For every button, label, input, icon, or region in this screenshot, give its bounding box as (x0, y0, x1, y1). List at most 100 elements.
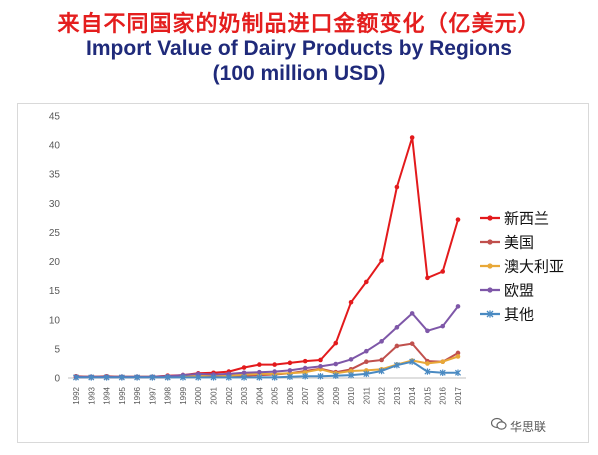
data-point (440, 359, 446, 364)
data-point (409, 135, 415, 140)
x-tick-label: 1997 (148, 386, 157, 404)
data-point (364, 279, 369, 285)
series-line (76, 360, 458, 379)
data-point (394, 325, 400, 330)
x-tick-label: 2016 (439, 386, 448, 404)
series-line (76, 355, 459, 378)
data-point (225, 374, 232, 381)
chart-frame (17, 103, 589, 443)
data-point (302, 365, 308, 371)
x-tick-label: 2017 (454, 386, 463, 404)
data-point (455, 304, 461, 309)
data-point (394, 184, 400, 190)
data-point (287, 360, 293, 366)
y-tick-label: 5 (54, 344, 60, 355)
series-line (76, 305, 459, 378)
data-point (195, 374, 202, 381)
data-point (409, 311, 415, 316)
data-point (149, 374, 156, 381)
x-tick-label: 1994 (103, 386, 112, 404)
data-point (195, 371, 201, 377)
y-tick-label: 40 (49, 141, 61, 152)
x-tick-label: 2005 (271, 386, 280, 404)
data-point (241, 370, 247, 376)
data-point (241, 365, 247, 370)
chart-title-en: Import Value of Dairy Products by Region… (0, 36, 598, 86)
y-tick-label: 10 (49, 315, 61, 326)
data-point (333, 340, 339, 346)
x-tick-label: 1996 (133, 386, 142, 404)
chart-title-en-line1: Import Value of Dairy Products by Region… (86, 37, 512, 60)
y-tick-label: 45 (49, 112, 61, 123)
data-point (302, 369, 308, 375)
y-tick-label: 30 (49, 199, 61, 210)
chart-title-en-line2: (100 million USD) (212, 62, 386, 85)
x-tick-label: 2009 (332, 386, 341, 404)
x-tick-label: 2002 (225, 386, 234, 404)
data-point (318, 357, 323, 363)
wechat-icon (491, 417, 507, 430)
legend-marker (487, 239, 493, 245)
data-point (379, 357, 384, 363)
legend-label: 新西兰 (504, 210, 549, 228)
data-point (455, 354, 461, 359)
data-point (394, 343, 400, 349)
data-point (210, 374, 217, 381)
legend-marker (487, 263, 493, 269)
legend-label: 欧盟 (504, 282, 534, 300)
data-point (256, 374, 263, 381)
data-point (302, 373, 309, 380)
data-point (241, 374, 248, 381)
data-point (164, 374, 171, 381)
data-point (72, 374, 80, 381)
y-tick-label: 15 (49, 286, 61, 297)
series-line (75, 136, 459, 378)
data-point (455, 350, 461, 356)
data-point (364, 348, 369, 354)
legend-label: 其他 (504, 306, 534, 324)
data-point (393, 361, 400, 369)
x-tick-label: 1992 (72, 386, 81, 404)
data-point (454, 369, 462, 376)
x-tick-label: 2007 (301, 386, 310, 404)
legend-label: 澳大利亚 (504, 258, 564, 276)
data-point (425, 361, 430, 366)
data-point (226, 371, 232, 377)
y-tick-label: 0 (54, 374, 60, 385)
data-point (424, 368, 431, 375)
data-point (363, 370, 370, 378)
data-point (440, 269, 446, 274)
data-point (455, 217, 461, 222)
data-point (272, 369, 277, 374)
data-point (439, 369, 446, 376)
x-tick-label: 2003 (240, 386, 249, 404)
y-tick-label: 35 (49, 170, 61, 181)
x-tick-label: 2008 (316, 386, 325, 404)
y-tick-label: 25 (49, 228, 61, 239)
data-point (333, 361, 339, 367)
x-tick-label: 1998 (164, 386, 173, 404)
data-point (302, 358, 308, 364)
x-tick-label: 2015 (423, 386, 432, 404)
x-tick-label: 1999 (179, 386, 188, 404)
data-point (118, 374, 125, 381)
x-tick-label: 2012 (378, 386, 387, 404)
data-point (287, 368, 293, 373)
data-point (364, 368, 369, 373)
data-point (425, 275, 430, 281)
data-point (348, 371, 355, 379)
data-point (348, 357, 354, 362)
data-point (348, 300, 354, 305)
data-point (379, 339, 384, 344)
data-point (364, 359, 369, 364)
watermark-text: 华思联 (510, 420, 547, 434)
legend-marker (487, 215, 493, 221)
data-point (272, 362, 277, 367)
legend-marker (487, 287, 493, 293)
data-point (179, 374, 186, 381)
data-point (348, 368, 354, 374)
data-point (409, 341, 415, 346)
data-point (286, 373, 293, 381)
chart-title-cn: 来自不同国家的奶制品进口金额变化（亿美元） (57, 12, 541, 37)
